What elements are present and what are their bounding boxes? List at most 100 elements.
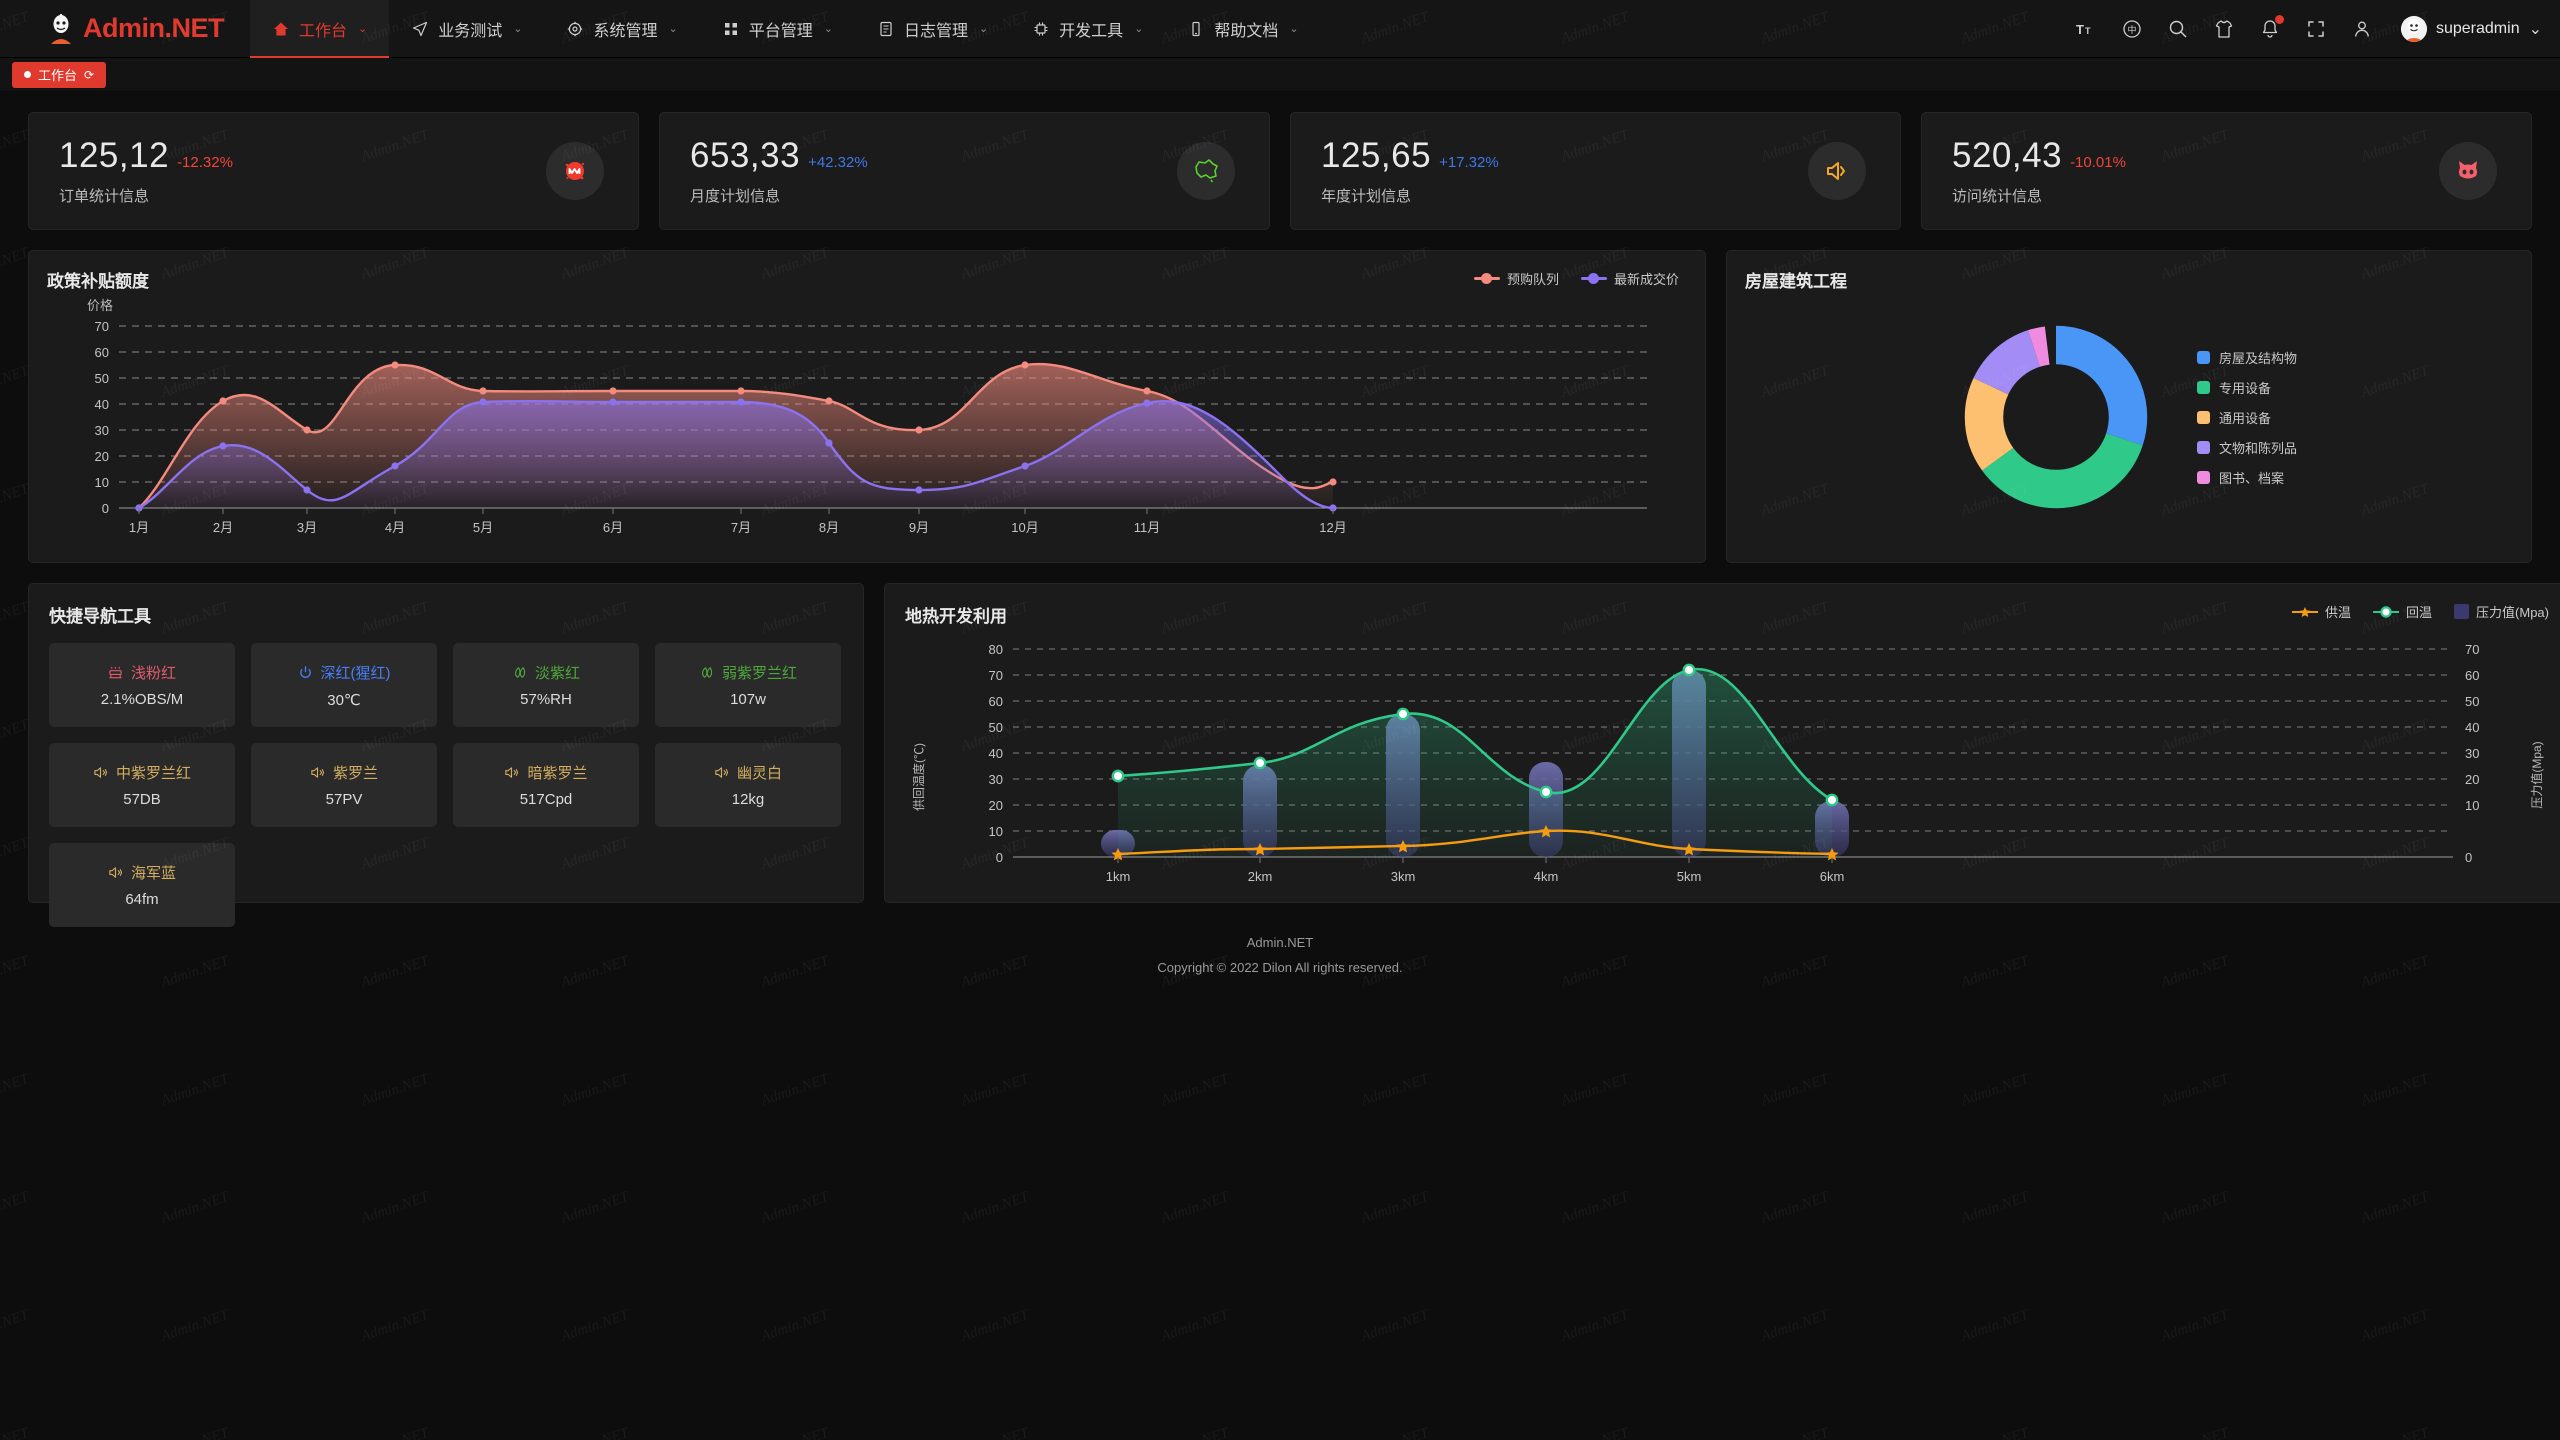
nav-item-label: 业务测试	[438, 22, 503, 40]
tab-workbench[interactable]: 工作台 ⟳	[12, 61, 107, 88]
svg-text:2月: 2月	[213, 520, 233, 535]
stat-delta: +42.32%	[808, 154, 868, 171]
svg-text:60: 60	[95, 345, 109, 360]
svg-text:60: 60	[2465, 668, 2479, 683]
donut-slice-general-equipment[interactable]	[1964, 325, 2148, 509]
y-axis-label: 价格	[87, 298, 113, 313]
stat-icon-wrap	[546, 142, 604, 200]
svg-text:80: 80	[989, 642, 1003, 657]
svg-text:70: 70	[95, 319, 109, 334]
footer-brand: Admin.NET	[1246, 935, 1314, 950]
quick-tile-violet[interactable]: 紫罗兰 57PV	[251, 743, 437, 827]
legend-label: 通用设备	[2218, 410, 2271, 426]
stat-value: 125,65	[1321, 136, 1432, 175]
legend-swatch	[2196, 410, 2210, 424]
legend-label: 专用设备	[2218, 380, 2271, 396]
nav-item-label: 日志管理	[903, 22, 968, 40]
svg-text:10月: 10月	[1011, 520, 1038, 535]
svg-text:20: 20	[989, 798, 1003, 813]
nav-item-dev-tools[interactable]: 开发工具 ⌄	[1010, 0, 1165, 58]
svg-text:50: 50	[989, 720, 1003, 735]
stat-card-annual-plan[interactable]: 125,65 +17.32% 年度计划信息	[1290, 112, 1901, 230]
stat-icon-wrap	[2439, 142, 2497, 200]
tab-active-dot-icon	[24, 71, 31, 78]
user-outline-icon[interactable]	[2351, 18, 2373, 40]
legend-item-general-equipment[interactable]: 通用设备	[2196, 408, 2297, 427]
donut-slice-special-equipment[interactable]	[1964, 325, 2148, 509]
speaker-icon	[310, 765, 325, 780]
legend-item-special-equipment[interactable]: 专用设备	[2196, 378, 2297, 397]
quick-tile-ghost-white[interactable]: 幽灵白 12kg	[655, 743, 841, 827]
svg-text:30: 30	[95, 423, 109, 438]
svg-text:30: 30	[989, 772, 1003, 787]
brand-logo[interactable]: Admin.NET	[0, 0, 250, 58]
quick-tile-dark-violet[interactable]: 暗紫罗兰 517Cpd	[453, 743, 639, 827]
legend-label: 回温	[2406, 605, 2433, 620]
stat-card-orders[interactable]: 125,12 -12.32% 订单统计信息	[28, 112, 639, 230]
theme-shirt-icon[interactable]	[2213, 18, 2235, 40]
circle-marker-icon	[2373, 605, 2400, 618]
legend-item-return-temp[interactable]: 回温	[2373, 602, 2432, 621]
tile-label: 弱紫罗兰红	[721, 665, 797, 682]
charts-row: 政策补贴额度 预购队列 最新成交价	[28, 250, 2532, 563]
tile-value: 57%RH	[520, 691, 572, 708]
legend-item-preorder[interactable]: 预购队列	[1473, 269, 1559, 288]
nav-item-log-admin[interactable]: 日志管理 ⌄	[855, 0, 1010, 58]
quick-tile-pale-violet-red[interactable]: 弱紫罗兰红 107w	[655, 643, 841, 727]
quick-tile-light-violet-red[interactable]: 淡紫红 57%RH	[453, 643, 639, 727]
nav-item-system-admin[interactable]: 系统管理 ⌄	[544, 0, 699, 58]
refresh-icon[interactable]: ⟳	[84, 67, 95, 82]
notification-bell-icon[interactable]	[2259, 15, 2284, 40]
stat-card-visits[interactable]: 520,43 -10.01% 访问统计信息	[1921, 112, 2532, 230]
search-icon[interactable]	[2167, 18, 2189, 40]
svg-text:40: 40	[989, 746, 1003, 761]
quick-tile-medium-violet-red[interactable]: 中紫罗兰红 57DB	[49, 743, 235, 827]
legend-item-buildings[interactable]: 房屋及结构物	[2196, 348, 2297, 367]
fullscreen-icon[interactable]	[2305, 18, 2327, 40]
svg-text:中: 中	[2127, 24, 2136, 35]
legend-swatch	[2196, 380, 2210, 394]
legend-label: 文物和陈列品	[2218, 440, 2297, 456]
stat-delta: -12.32%	[177, 154, 233, 171]
user-menu[interactable]: superadmin ⌄	[2397, 16, 2542, 42]
svg-text:1km: 1km	[1106, 869, 1131, 884]
legend-item-supply-temp[interactable]: 供温	[2292, 602, 2351, 621]
legend-swatch	[2196, 350, 2210, 364]
chevron-down-icon: ⌄	[513, 23, 523, 35]
nav-item-label: 系统管理	[593, 22, 658, 40]
series-supply-temp-line	[1117, 829, 1833, 856]
leaf-icon	[512, 665, 527, 680]
quick-tile-navy[interactable]: 海军蓝 64fm	[49, 843, 235, 927]
y2-axis-ticks: 70 60 50 40 30 20 10 0	[2465, 642, 2479, 865]
donut-slice-buildings[interactable]	[1964, 325, 2148, 509]
svg-text:T: T	[2085, 26, 2091, 36]
svg-text:0: 0	[2465, 850, 2472, 865]
stat-delta: -10.01%	[2070, 154, 2126, 171]
nav-item-help-docs[interactable]: 帮助文档 ⌄	[1165, 0, 1320, 58]
language-globe-icon[interactable]: 中	[2121, 18, 2143, 40]
legend-item-artifacts[interactable]: 文物和陈列品	[2196, 438, 2297, 457]
quick-tile-crimson[interactable]: 深红(猩红) 30℃	[251, 643, 437, 727]
quick-tile-light-pink[interactable]: 浅粉红 2.1%OBS/M	[49, 643, 235, 727]
avatar-icon	[2400, 16, 2427, 42]
nav-item-label: 平台管理	[748, 22, 813, 40]
tile-value: 57PV	[325, 791, 363, 808]
nav-item-workbench[interactable]: 工作台 ⌄	[250, 0, 390, 58]
svg-text:10: 10	[989, 824, 1003, 839]
svg-text:4km: 4km	[1534, 869, 1559, 884]
nav-item-platform-admin[interactable]: 平台管理 ⌄	[700, 0, 855, 58]
document-icon	[877, 20, 895, 38]
nav-item-business-test[interactable]: 业务测试 ⌄	[389, 0, 544, 58]
legend-item-books-archives[interactable]: 图书、档案	[2196, 468, 2297, 487]
stat-card-monthly-plan[interactable]: 653,33 +42.32% 月度计划信息	[659, 112, 1270, 230]
legend-item-latest-price[interactable]: 最新成交价	[1580, 269, 1679, 288]
tab-bar: 工作台 ⟳	[0, 58, 2560, 92]
footer-copyright: Copyright © 2022 Dilon All rights reserv…	[1157, 959, 1403, 975]
gear-icon	[566, 20, 584, 38]
legend-item-pressure[interactable]: 压力值(Mpa)	[2454, 602, 2549, 621]
speaker-icon	[714, 765, 729, 780]
tile-value: 57DB	[123, 791, 161, 808]
send-icon	[411, 20, 429, 38]
legend-swatch	[2196, 440, 2210, 454]
